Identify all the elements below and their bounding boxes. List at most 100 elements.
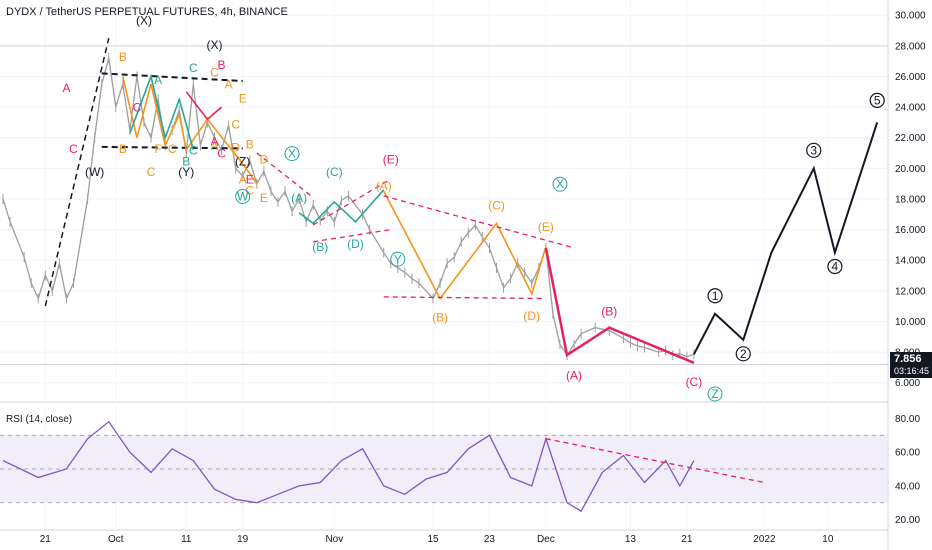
teal-wave-1 (129, 73, 195, 151)
teal-label: (B) (312, 240, 328, 254)
crimson-dashed-1 (256, 152, 314, 198)
circled-teal-label-ring (235, 188, 251, 204)
crimson-dashed-4 (383, 195, 575, 249)
circled-teal-label: W (237, 189, 249, 203)
triangle-top (101, 72, 243, 82)
orange-label: (D) (523, 309, 540, 323)
x-tick-label: 15 (427, 534, 439, 545)
orange-label: (E) (538, 220, 554, 234)
teal-label: C (189, 61, 198, 75)
orange-label: C (147, 165, 156, 179)
rsi-trendline (545, 438, 765, 484)
x-tick-label: 10 (822, 534, 834, 545)
wave-circle-5 (869, 92, 885, 108)
wave-lines (44, 38, 879, 364)
x-tick-label: 2022 (753, 534, 776, 545)
price-badge: 7.856 03:16:45 (890, 352, 932, 378)
orange-label: (B) (432, 310, 448, 324)
teal-label: (C) (326, 165, 343, 179)
x-tick-label: 19 (237, 534, 249, 545)
price-tick-label: 14.000 (895, 256, 926, 267)
orange-label: D (260, 153, 269, 167)
wave-label-1: 1 (712, 289, 719, 303)
teal-label: A (154, 73, 162, 87)
price-tick-label: 10.000 (895, 317, 926, 328)
wave-label-5: 5 (874, 93, 881, 107)
crimson-dashed-3 (313, 228, 391, 243)
price-tick-label: 28.000 (895, 41, 926, 52)
orange-label: B (119, 142, 127, 156)
orange-label: A (239, 173, 247, 187)
teal-label: (D) (347, 237, 364, 251)
price-tick-label: 18.000 (895, 194, 926, 205)
circled-teal-label: Y (394, 252, 402, 266)
wave-circle-1 (707, 288, 723, 304)
orange-wave-2 (382, 190, 547, 300)
circled-teal-label: Z (711, 387, 718, 401)
teal-label: B (182, 154, 190, 168)
orange-label: B (246, 137, 254, 151)
x-tick-label: 23 (484, 534, 496, 545)
orange-wave-1 (122, 76, 258, 185)
crimson-dashed-5 (383, 296, 546, 300)
crimson-label: A (62, 81, 70, 95)
wave-label-2: 2 (740, 347, 747, 361)
bar-countdown: 03:16:45 (894, 366, 930, 376)
crimson-label: B (218, 58, 226, 72)
orange-label: E (239, 91, 247, 105)
x-tick-label: 13 (625, 534, 637, 545)
crimson-label: C (69, 142, 78, 156)
orange-label: C (245, 183, 254, 197)
circled-teal-label-ring (284, 146, 300, 162)
crimson-dashed-2 (312, 178, 392, 226)
circled-teal-label: X (288, 147, 296, 161)
crimson-label: C (217, 147, 226, 161)
price-tick-label: 20.000 (895, 164, 926, 175)
rsi-series-line (2, 420, 695, 513)
rsi-tick-label: 80.00 (895, 414, 920, 425)
crimson-label: (C) (686, 375, 703, 389)
circled-teal-label-ring (390, 251, 406, 267)
orange-label: C (231, 118, 240, 132)
x-tick-label: Oct (108, 534, 124, 545)
x-axis: 21 Oct 11 19 Nov 15 23 Dec 13 21 2022 10 (40, 534, 834, 545)
price-line (2, 57, 695, 358)
crimson-label: A (210, 134, 218, 148)
x-tick-label: 21 (681, 534, 693, 545)
teal-label: C (189, 144, 198, 158)
rsi-line (2, 420, 765, 513)
last-price: 7.856 (894, 353, 922, 365)
projection-path (693, 122, 879, 355)
black-label: (Y) (178, 165, 194, 179)
chart-title: DYDX / TetherUS PERPETUAL FUTURES, 4h, B… (6, 6, 288, 18)
teal-wave-2 (298, 189, 385, 225)
price-tick-label: 26.000 (895, 72, 926, 83)
x-tick-label: 21 (40, 534, 52, 545)
black-label: (X) (136, 13, 152, 27)
rsi-tick-label: 40.00 (895, 481, 920, 492)
crimson-label: (A) (566, 369, 582, 383)
rsi-tick-label: 60.00 (895, 448, 920, 459)
circled-teal-label-ring (552, 176, 568, 192)
crimson-wave-1 (185, 91, 223, 121)
orange-label: A (225, 78, 233, 92)
crimson-wave-abc (544, 247, 695, 364)
wave-label-3: 3 (810, 143, 817, 157)
crimson-label: E (246, 173, 254, 187)
price-tick-label: 12.000 (895, 286, 926, 297)
black-label: (W) (85, 165, 104, 179)
price-tick-label: 22.000 (895, 133, 926, 144)
black-label: (Z) (235, 154, 250, 168)
circled-teal-label: X (556, 177, 564, 191)
x-tick-label: 11 (181, 534, 192, 545)
orange-label: (A) (376, 179, 392, 193)
crimson-label: C (133, 101, 142, 115)
orange-label: (C) (488, 199, 505, 213)
price-tick-label: 30.000 (895, 11, 926, 22)
orange-label: D (231, 140, 240, 154)
orange-label: B (119, 50, 127, 64)
trend-dashed-up (44, 38, 110, 307)
teal-label: (A) (291, 191, 307, 205)
wave-circle-3 (806, 142, 822, 158)
